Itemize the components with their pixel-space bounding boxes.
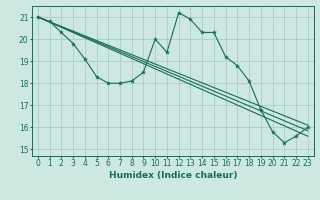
X-axis label: Humidex (Indice chaleur): Humidex (Indice chaleur): [108, 171, 237, 180]
